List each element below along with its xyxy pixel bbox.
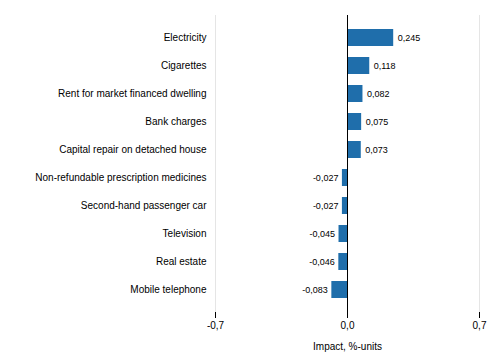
svg-text:0,7: 0,7: [473, 320, 487, 331]
svg-text:-0,045: -0,045: [309, 229, 335, 239]
svg-text:0,075: 0,075: [366, 117, 389, 127]
svg-text:Bank charges: Bank charges: [145, 116, 206, 127]
svg-text:-0,7: -0,7: [207, 320, 225, 331]
svg-text:-0,083: -0,083: [302, 285, 328, 295]
svg-text:0,082: 0,082: [367, 89, 390, 99]
svg-text:Real estate: Real estate: [156, 256, 207, 267]
svg-text:Television: Television: [163, 228, 207, 239]
svg-text:Second-hand passenger car: Second-hand passenger car: [81, 200, 207, 211]
svg-text:0,073: 0,073: [365, 145, 388, 155]
svg-text:Impact, %-units: Impact, %-units: [313, 341, 382, 352]
svg-text:-0,027: -0,027: [313, 173, 339, 183]
svg-text:0,118: 0,118: [374, 61, 396, 71]
svg-text:0,0: 0,0: [341, 320, 355, 331]
svg-text:Cigarettes: Cigarettes: [161, 60, 207, 71]
svg-text:Non-refundable prescription me: Non-refundable prescription medicines: [35, 172, 206, 183]
svg-text:0,245: 0,245: [398, 33, 421, 43]
svg-text:-0,046: -0,046: [309, 257, 335, 267]
svg-text:Rent for market financed dwell: Rent for market financed dwelling: [58, 88, 206, 99]
svg-text:Electricity: Electricity: [164, 32, 207, 43]
svg-text:-0,027: -0,027: [313, 201, 339, 211]
svg-text:Mobile telephone: Mobile telephone: [130, 284, 207, 295]
svg-text:Capital repair on detached hou: Capital repair on detached house: [59, 144, 207, 155]
